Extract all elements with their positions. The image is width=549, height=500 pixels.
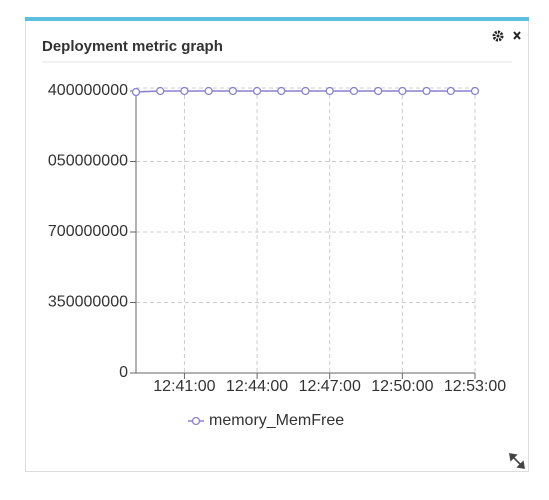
legend-label: memory_MemFree — [209, 412, 344, 429]
data-point — [470, 86, 480, 96]
widget-title: Deployment metric graph — [42, 38, 223, 55]
data-point — [422, 86, 431, 96]
data-point — [325, 86, 334, 96]
y-tick-label: 700000000 — [48, 223, 128, 240]
close-icon[interactable] — [513, 31, 521, 40]
data-point — [204, 86, 213, 96]
x-tick-label: 12:41:00 — [153, 378, 215, 395]
data-point — [277, 86, 286, 96]
y-tick-label: 050000000 — [48, 153, 128, 170]
y-tick-label: 0 — [119, 364, 128, 381]
data-point — [373, 86, 383, 96]
resize-icon[interactable] — [509, 453, 525, 469]
data-point — [252, 86, 262, 96]
data-point — [349, 86, 359, 96]
y-tick-label: 350000000 — [48, 294, 128, 311]
widget-frame — [25, 19, 529, 472]
x-tick-label: 12:47:00 — [299, 378, 361, 395]
data-point — [131, 87, 141, 97]
settings-icon[interactable] — [492, 30, 504, 42]
data-point — [398, 86, 407, 96]
legend-marker — [191, 416, 201, 426]
x-tick-label: 12:53:00 — [444, 378, 506, 395]
widget-top-border — [25, 17, 529, 21]
data-point — [180, 86, 189, 96]
x-tick-label: 12:44:00 — [226, 378, 288, 395]
y-tick-label: 400000000 — [48, 82, 128, 99]
x-tick-label: 12:50:00 — [371, 378, 433, 395]
data-point — [156, 86, 165, 96]
data-point — [446, 86, 455, 96]
data-point — [228, 86, 238, 96]
data-point — [301, 86, 310, 96]
